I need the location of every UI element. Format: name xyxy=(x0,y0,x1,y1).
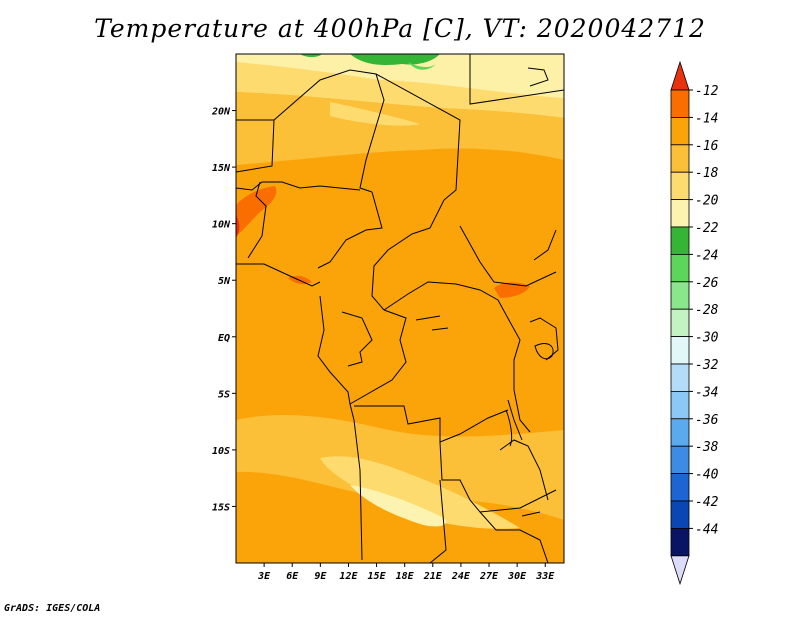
colorbar-box xyxy=(670,199,690,228)
colorbar-box xyxy=(670,171,690,200)
colorbar-label: -42 xyxy=(695,495,719,510)
chart-title: Temperature at 400hPa [C], VT: 202004271… xyxy=(94,14,706,43)
x-tick-label: 27E xyxy=(479,571,499,582)
y-tick-label: 20N xyxy=(211,107,231,118)
colorbar-label: -22 xyxy=(695,221,719,236)
colorbar-label: -12 xyxy=(695,84,719,99)
colorbar-label: -26 xyxy=(695,276,719,291)
colorbar-box xyxy=(670,473,690,502)
colorbar-box xyxy=(670,500,690,529)
y-tick-label: 10N xyxy=(212,220,231,231)
x-tick-label: 15E xyxy=(368,571,387,582)
x-tick-label: 6E xyxy=(286,571,299,582)
colorbar-box xyxy=(670,253,690,283)
colorbar-box xyxy=(670,445,690,475)
lakes xyxy=(415,67,554,517)
colorbar-box xyxy=(670,418,690,447)
colorbar-bottom-arrow xyxy=(670,555,690,586)
colorbar-box xyxy=(670,281,690,310)
colorbar-box xyxy=(670,308,690,338)
y-axis: 20N 15N 10N 5N EQ 5S 10S 15S xyxy=(211,107,236,513)
colorbar-box xyxy=(670,226,690,255)
x-tick-label: 12E xyxy=(339,571,358,582)
x-tick-label: 9E xyxy=(314,571,327,582)
y-tick-label: 15S xyxy=(212,502,230,513)
colorbar-box xyxy=(670,390,690,420)
colorbar-box xyxy=(670,336,690,365)
y-tick-label: 5S xyxy=(218,389,230,400)
map-frame xyxy=(235,53,565,564)
colorbar-box xyxy=(670,144,690,173)
colorbar-box xyxy=(670,528,690,557)
x-tick-label: 21E xyxy=(423,571,443,582)
colorbar-label: -20 xyxy=(695,194,719,209)
y-tick-label: 5N xyxy=(218,276,231,287)
colorbar-box xyxy=(670,89,690,118)
colorbar-label: -38 xyxy=(695,440,719,455)
colorbar-label: -32 xyxy=(695,358,719,373)
x-tick-label: 33E xyxy=(535,571,555,582)
colorbar-box xyxy=(670,363,690,392)
y-tick-label: 10S xyxy=(212,446,230,457)
colorbar-top-arrow xyxy=(670,60,690,91)
colorbar-label: -16 xyxy=(695,139,719,154)
colorbar-label: -34 xyxy=(695,385,718,400)
grads-credit: GrADS: IGES/COLA xyxy=(4,603,101,614)
x-tick-label: 30E xyxy=(507,571,527,582)
temperature-field xyxy=(236,54,564,563)
map-borders xyxy=(236,54,564,563)
colorbar-box xyxy=(670,117,690,146)
colorbar-label: -44 xyxy=(695,522,718,537)
colorbar-label: -28 xyxy=(695,303,719,318)
colorbar-label: -40 xyxy=(695,468,719,483)
x-tick-label: 3E xyxy=(257,571,271,582)
x-tick-label: 24E xyxy=(451,571,471,582)
x-tick-label: 18E xyxy=(396,571,415,582)
y-tick-label: EQ xyxy=(218,333,230,344)
y-tick-label: 15N xyxy=(212,163,231,174)
colorbar-label: -36 xyxy=(695,413,719,428)
colorbar-label: -30 xyxy=(695,331,719,346)
colorbar: -12 -14 -16 -18 -20 -22 -24 -26 -28 -30 -32 -34 -36 -… xyxy=(670,60,719,586)
colorbar-label: -18 xyxy=(695,166,719,181)
colorbar-label: -24 xyxy=(695,248,718,263)
colorbar-label: -14 xyxy=(695,111,718,126)
x-axis: 3E 6E 9E 12E 15E 18E 21E 24E 27E 30E 33E xyxy=(257,563,555,582)
